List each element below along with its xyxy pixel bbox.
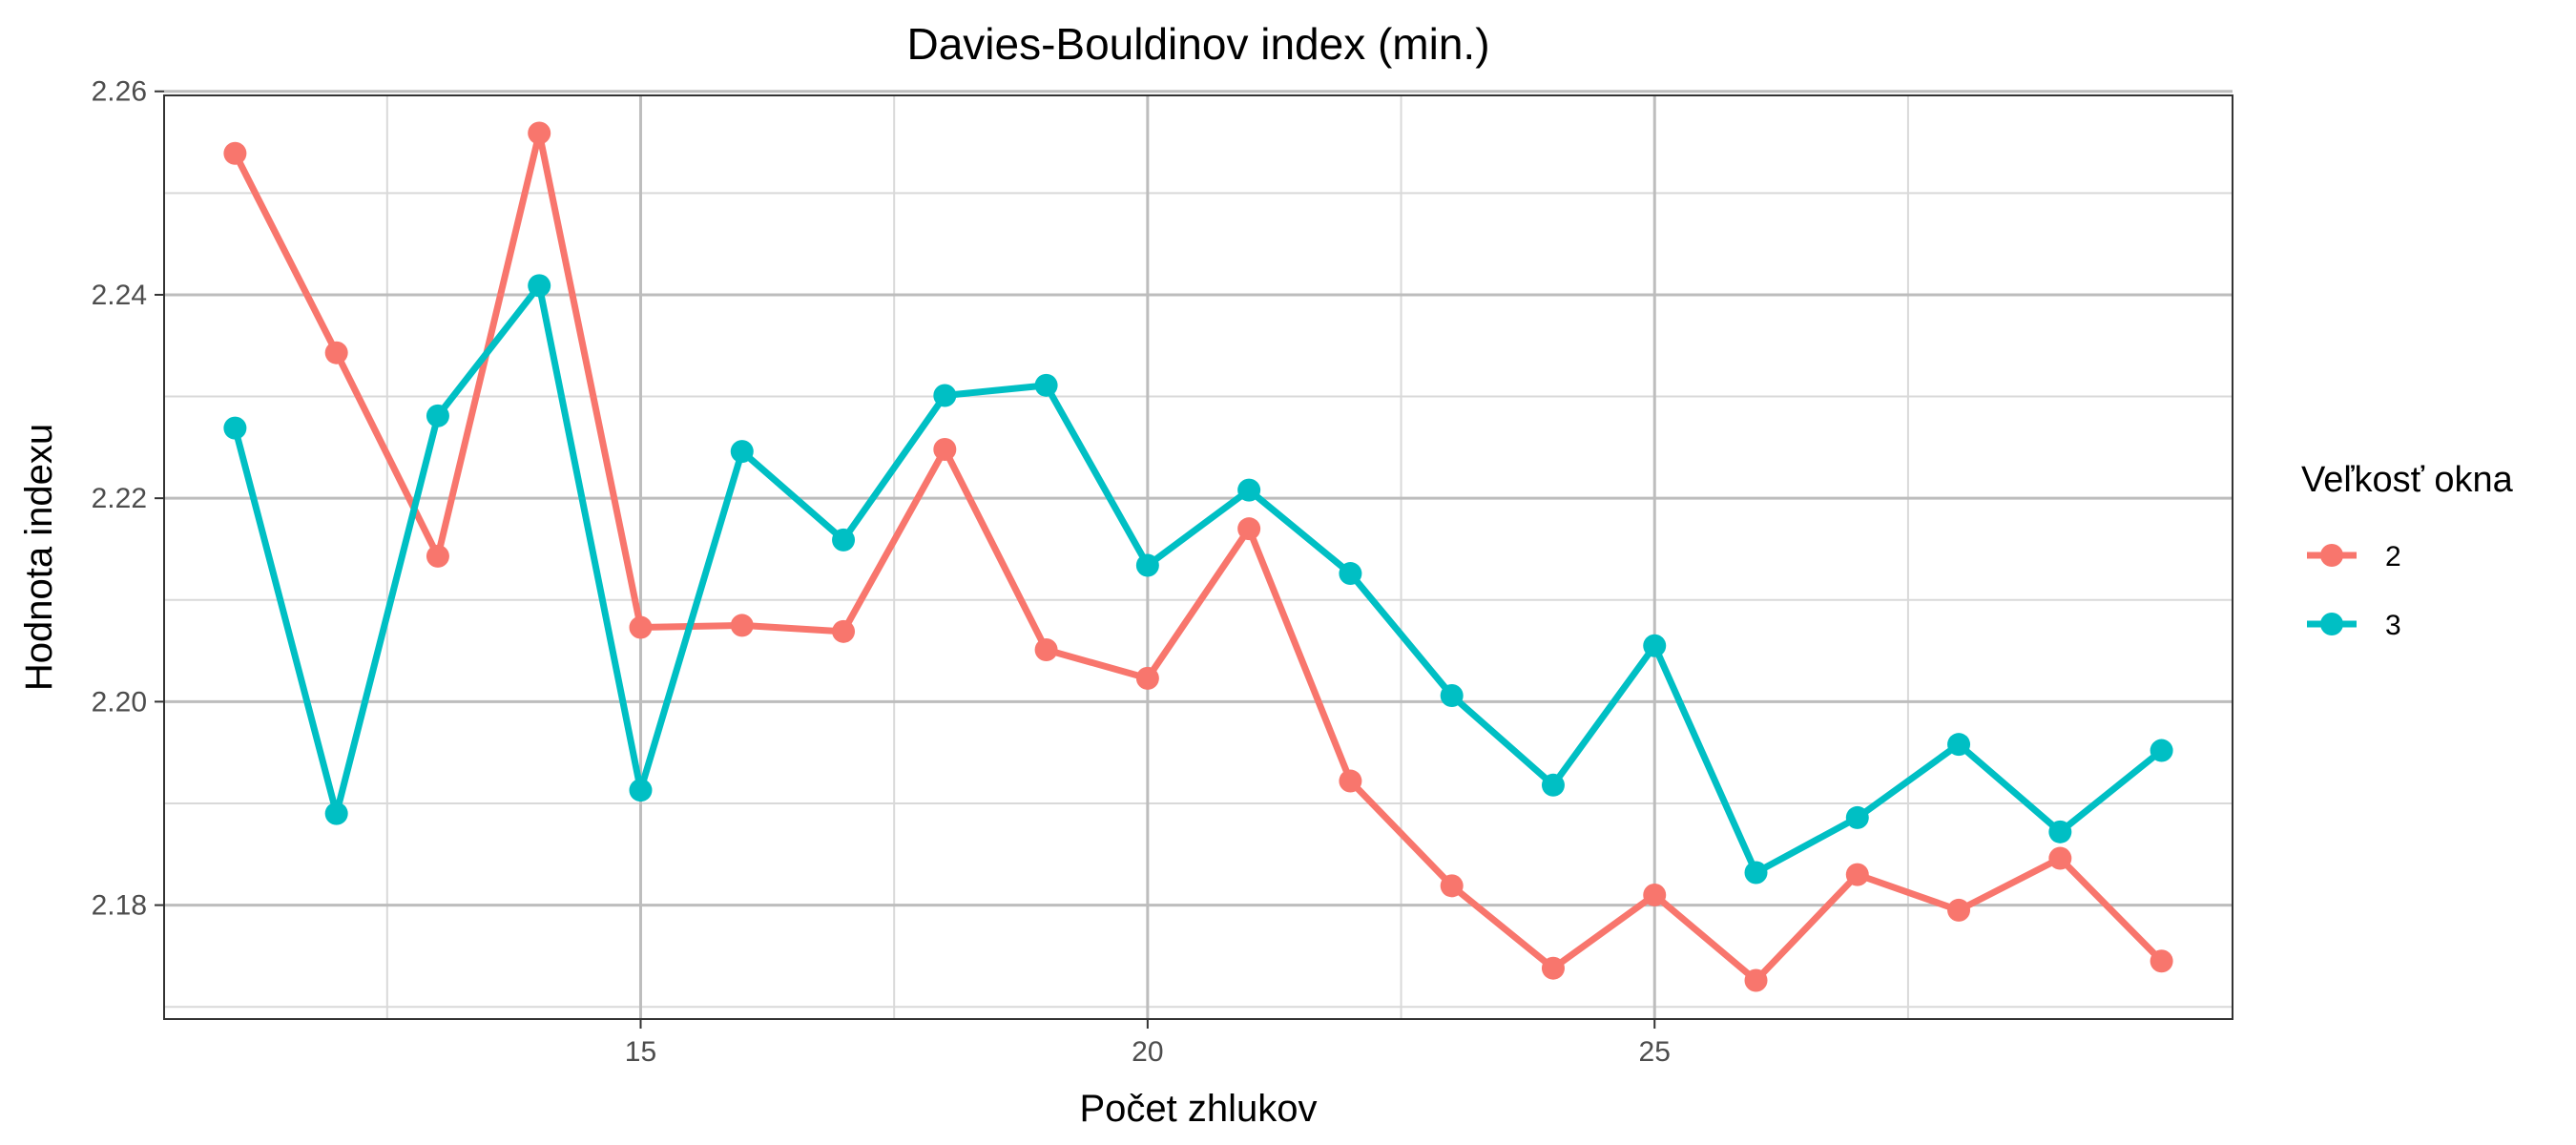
x-axis-title: Počet zhlukov [1079, 1088, 1317, 1130]
data-point-series-3 [2048, 820, 2072, 843]
plot-background [164, 95, 2233, 1019]
data-point-series-2 [1034, 638, 1058, 662]
data-point-series-2 [1541, 956, 1565, 980]
data-point-series-3 [1541, 773, 1565, 797]
legend-label: 3 [2385, 610, 2401, 641]
data-point-series-3 [1643, 634, 1667, 657]
data-point-series-2 [832, 619, 856, 643]
plot-border [163, 94, 2233, 1020]
chart-title: Davies-Bouldinov index (min.) [906, 19, 1489, 69]
legend-label: 2 [2385, 541, 2401, 572]
major-gridlines [164, 90, 2233, 1019]
legend-key-point [2320, 613, 2343, 635]
data-point-series-2 [528, 121, 551, 145]
x-tick-label: 15 [625, 1036, 656, 1068]
data-point-series-3 [528, 274, 551, 298]
series-line-2 [231, 129, 2166, 984]
data-point-series-3 [1947, 733, 1971, 757]
data-point-series-3 [1845, 805, 1869, 829]
series-line-3 [231, 281, 2166, 876]
y-tick-label: 2.18 [92, 890, 147, 922]
data-point-series-2 [2150, 949, 2173, 973]
data-point-series-2 [1440, 874, 1464, 898]
data-point-series-3 [832, 528, 856, 552]
legend-key-point [2320, 544, 2343, 567]
y-tick-label: 2.24 [92, 280, 147, 311]
data-point-series-3 [324, 802, 348, 825]
x-tick-label: 25 [1639, 1036, 1671, 1068]
data-point-series-2 [324, 341, 348, 364]
data-point-series-3 [1744, 861, 1768, 885]
data-point-series-3 [223, 416, 247, 440]
y-tick-label: 2.22 [92, 483, 147, 514]
data-point-series-2 [2048, 846, 2072, 870]
data-point-series-2 [933, 437, 957, 461]
series-layer [223, 121, 2173, 992]
data-point-series-2 [730, 614, 754, 637]
data-point-series-3 [1237, 478, 1261, 502]
data-point-series-2 [629, 615, 653, 639]
data-point-series-3 [426, 404, 449, 427]
data-point-series-2 [1339, 769, 1362, 793]
y-axis-title: Hodnota indexu [18, 424, 60, 691]
data-point-series-3 [1440, 683, 1464, 707]
legend-item-3: 3 [2307, 610, 2401, 641]
y-tick-label: 2.26 [92, 76, 147, 108]
data-point-series-2 [426, 544, 449, 568]
data-point-series-2 [1947, 898, 1971, 922]
axes: 15 20 25 2.18 2.20 2.22 2.24 2.26 [92, 76, 1671, 1068]
data-point-series-3 [1339, 562, 1362, 586]
legend-title: Veľkosť okna [2301, 460, 2514, 500]
data-point-series-3 [629, 779, 653, 802]
data-point-series-2 [1135, 666, 1159, 690]
data-point-series-3 [1034, 373, 1058, 397]
data-point-series-3 [933, 384, 957, 407]
x-tick-label: 20 [1132, 1036, 1163, 1068]
data-point-series-2 [1237, 517, 1261, 541]
legend: Veľkosť okna 2 3 [2301, 460, 2514, 641]
data-point-series-2 [1744, 968, 1768, 992]
data-point-series-3 [730, 440, 754, 464]
y-tick-label: 2.20 [92, 686, 147, 718]
legend-item-2: 2 [2307, 541, 2401, 572]
data-point-series-2 [223, 141, 247, 165]
data-point-series-2 [1845, 863, 1869, 886]
data-point-series-2 [1643, 883, 1667, 906]
data-point-series-3 [1135, 553, 1159, 577]
data-point-series-3 [2150, 739, 2173, 762]
